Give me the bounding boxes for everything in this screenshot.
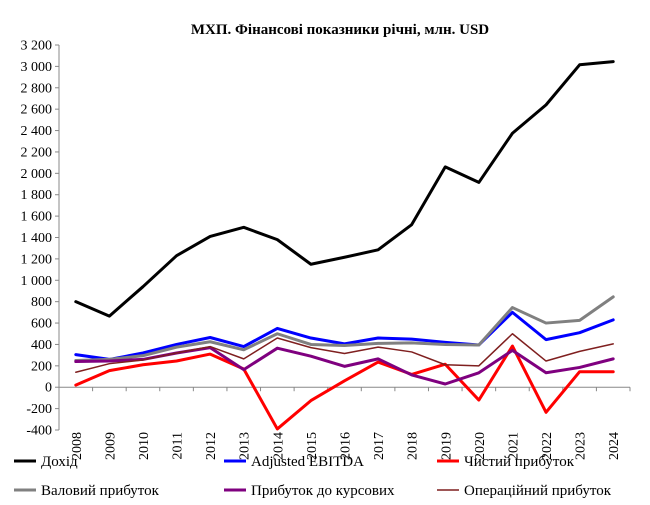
x-tick-label: 2022 — [540, 432, 555, 460]
y-tick-label: -400 — [26, 424, 52, 439]
series-line-4 — [74, 295, 615, 362]
x-tick-label: 2020 — [473, 432, 488, 460]
y-tick-label: 1 200 — [21, 252, 53, 267]
x-tick-label: 2013 — [238, 432, 253, 460]
y-tick-label: 1 600 — [21, 210, 53, 225]
y-tick-label: 2 400 — [21, 124, 53, 139]
x-tick-label: 2009 — [103, 432, 118, 460]
chart-title: МХП. Фінансові показники річні, млн. USD — [191, 22, 489, 38]
x-tick-label: 2018 — [406, 432, 421, 460]
x-tick-label: 2017 — [372, 432, 387, 460]
x-tick-label: 2011 — [171, 432, 186, 459]
y-tick-label: 800 — [31, 295, 52, 310]
x-tick-label: 2019 — [439, 432, 454, 460]
x-tick-label: 2021 — [506, 432, 521, 460]
legend-label: Прибуток до курсових — [251, 483, 395, 499]
x-tick-label: 2012 — [204, 432, 219, 460]
y-tick-label: 1 400 — [21, 231, 53, 246]
y-tick-label: 1 000 — [21, 274, 53, 289]
series-line-6 — [75, 333, 614, 373]
series-line-2 — [74, 310, 615, 361]
y-tick-label: 400 — [31, 338, 52, 353]
legend-label: Валовий прибуток — [41, 483, 160, 499]
legend-label: Дохід — [41, 454, 78, 470]
x-tick-label: 2015 — [305, 432, 320, 460]
y-tick-label: 3 000 — [21, 60, 53, 75]
y-tick-label: 200 — [31, 359, 52, 374]
y-tick-label: -200 — [26, 402, 52, 417]
x-tick-label: 2010 — [137, 432, 152, 460]
y-tick-label: 2 600 — [21, 103, 53, 118]
y-tick-label: 2 200 — [21, 145, 53, 160]
plot-area: -400 -200 0 200 400 600 800 1 000 1 200 1 400 1 60… — [21, 39, 631, 460]
legend-label: Операційний прибуток — [464, 483, 612, 499]
x-tick-label: 2023 — [574, 432, 589, 460]
y-tick-label: 2 800 — [21, 81, 53, 96]
y-tick-label: 1 800 — [21, 188, 53, 203]
legend: Дохід Adjusted EBITDA Чистий прибуток Валов… — [14, 454, 612, 499]
y-tick-label: 600 — [31, 317, 52, 332]
x-tick-label: 2008 — [70, 432, 85, 460]
x-tick-label: 2014 — [271, 432, 286, 460]
legend-label: Adjusted EBITDA — [251, 454, 364, 470]
x-tick-label: 2016 — [339, 432, 354, 460]
series-line-3 — [74, 344, 615, 431]
legend-label: Чистий прибуток — [464, 454, 575, 470]
series-line-1 — [74, 60, 615, 318]
y-tick-label: 2 000 — [21, 167, 53, 182]
x-tick-label: 2024 — [607, 432, 622, 460]
y-tick-label: 3 200 — [21, 39, 53, 54]
y-tick-label: 0 — [45, 381, 52, 396]
